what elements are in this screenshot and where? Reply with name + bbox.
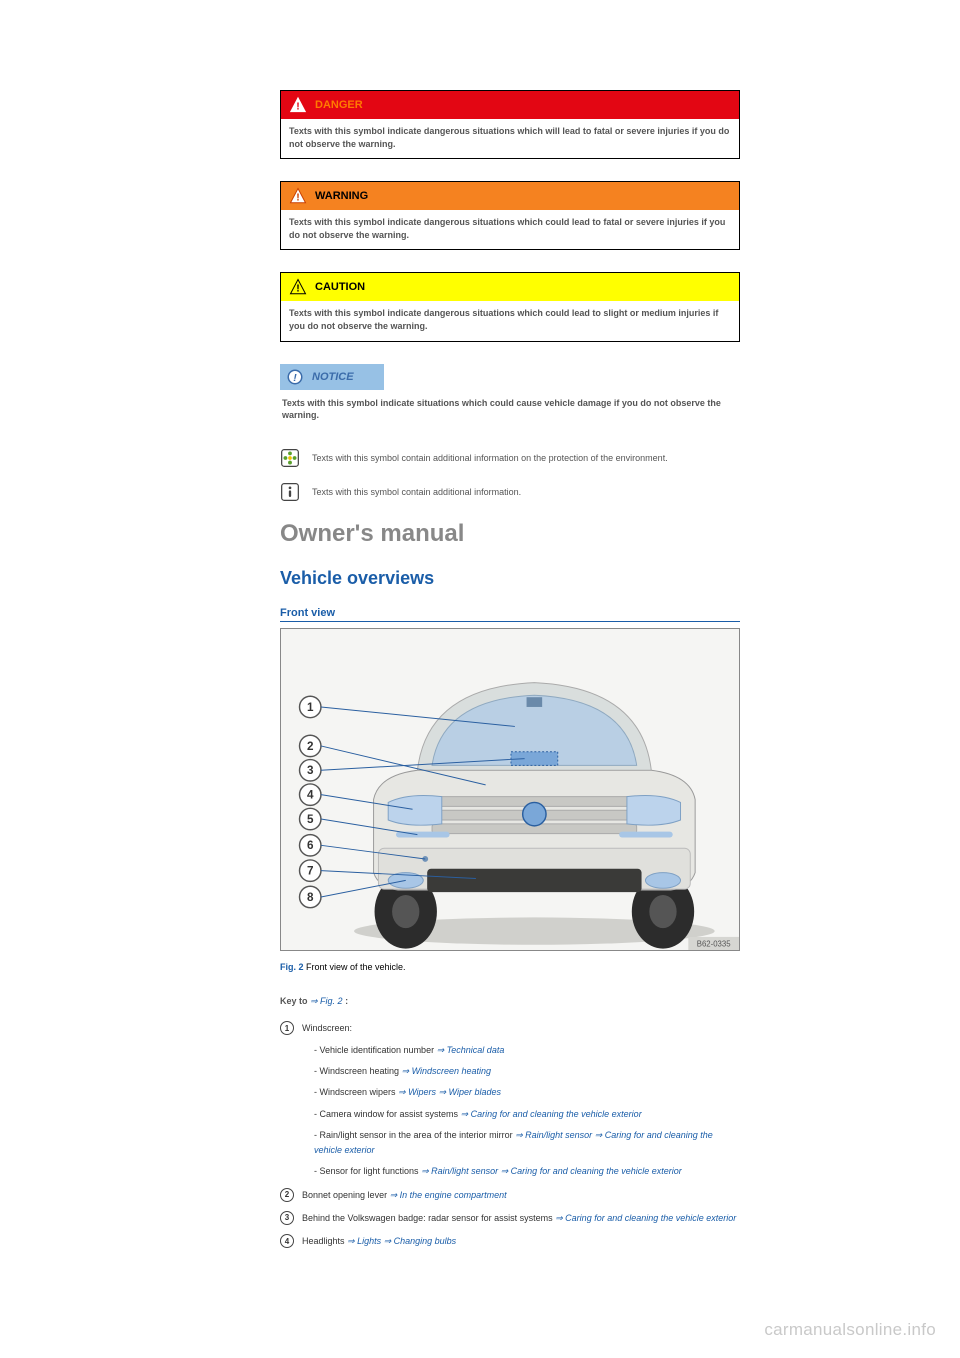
- key-number: 3: [280, 1211, 294, 1225]
- caution-header: ! CAUTION: [281, 273, 739, 301]
- figure-label: Fig. 2: [280, 962, 304, 972]
- key-item-1: 1 Windscreen: - Vehicle identification num…: [280, 1021, 740, 1179]
- additional-info-row: Texts with this symbol contain additiona…: [280, 482, 740, 502]
- caution-box: ! CAUTION Texts with this symbol indicat…: [280, 272, 740, 341]
- warning-title: WARNING: [315, 190, 368, 202]
- svg-text:!: !: [293, 371, 297, 383]
- key-lead-text: Behind the Volkswagen badge: radar senso…: [302, 1213, 555, 1223]
- key-body: Headlights ⇒ Lights ⇒ Changing bulbs: [302, 1234, 740, 1249]
- figure-caption: Fig. 2 Front view of the vehicle.: [280, 962, 740, 972]
- vehicle-overviews-heading: Vehicle overviews: [280, 568, 740, 589]
- key-sub-line: - Rain/light sensor in the area of the i…: [302, 1128, 740, 1159]
- warning-header: ! WARNING: [281, 182, 739, 210]
- notice-circle-icon: !: [286, 368, 304, 386]
- key-to-line: Key to ⇒ Fig. 2 :: [280, 996, 740, 1007]
- key-sub-line: - Sensor for light functions ⇒ Rain/ligh…: [302, 1164, 740, 1179]
- notice-box: ! NOTICE Texts with this symbol indicate…: [280, 364, 740, 430]
- svg-text:1: 1: [307, 701, 314, 714]
- key-sub-text: - Vehicle identification number: [314, 1045, 437, 1055]
- warning-box: ! WARNING Texts with this symbol indicat…: [280, 181, 740, 250]
- key-item-2: 2 Bonnet opening lever ⇒ In the engine co…: [280, 1188, 740, 1203]
- figure-caption-text: Front view of the vehicle.: [304, 962, 406, 972]
- svg-text:7: 7: [307, 864, 314, 877]
- warning-body: Texts with this symbol indicate dangerou…: [281, 210, 739, 249]
- key-lead-text: Headlights: [302, 1236, 347, 1246]
- svg-text:6: 6: [307, 839, 314, 852]
- cross-ref-link[interactable]: ⇒ Lights ⇒ Changing bulbs: [347, 1236, 456, 1246]
- key-body: Behind the Volkswagen badge: radar senso…: [302, 1211, 740, 1226]
- danger-title: DANGER: [315, 99, 363, 111]
- key-item-3: 3 Behind the Volkswagen badge: radar sens…: [280, 1211, 740, 1226]
- key-sub-text: - Windscreen wipers: [314, 1087, 398, 1097]
- cross-ref-link[interactable]: ⇒ Caring for and cleaning the vehicle ex…: [461, 1109, 642, 1119]
- danger-header: ! DANGER: [281, 91, 739, 119]
- key-sub-text: - Windscreen heating: [314, 1066, 402, 1076]
- environment-flower-icon: [280, 448, 300, 468]
- key-body: Windscreen: - Vehicle identification numb…: [302, 1021, 740, 1179]
- front-view-heading: Front view: [280, 607, 740, 622]
- key-item-4: 4 Headlights ⇒ Lights ⇒ Changing bulbs: [280, 1234, 740, 1249]
- figure-code: B62-0335: [697, 939, 731, 948]
- additional-info-text: Texts with this symbol contain additiona…: [312, 487, 521, 497]
- keyto-suffix: :: [343, 996, 349, 1006]
- svg-text:3: 3: [307, 764, 314, 777]
- info-icon: [280, 482, 300, 502]
- key-sub-text: - Rain/light sensor in the area of the i…: [314, 1130, 515, 1140]
- svg-text:8: 8: [307, 891, 314, 904]
- keyto-prefix: Key to: [280, 996, 310, 1006]
- svg-text:5: 5: [307, 813, 314, 826]
- key-number: 4: [280, 1234, 294, 1248]
- key-number: 1: [280, 1021, 294, 1035]
- key-list: 1 Windscreen: - Vehicle identification num…: [280, 1021, 740, 1249]
- watermark: carmanualsonline.info: [764, 1320, 936, 1340]
- cross-ref-link[interactable]: ⇒ Caring for and cleaning the vehicle ex…: [555, 1213, 736, 1223]
- key-body: Bonnet opening lever ⇒ In the engine com…: [302, 1188, 740, 1203]
- environment-info-text: Texts with this symbol contain additiona…: [312, 453, 668, 463]
- cross-ref-link[interactable]: ⇒ Wipers ⇒ Wiper blades: [398, 1087, 501, 1097]
- figure-2-image: B62-0335 1 2 3 4 5 6 7 8: [280, 628, 740, 952]
- cross-ref-link[interactable]: ⇒ In the engine compartment: [390, 1190, 507, 1200]
- caution-title: CAUTION: [315, 281, 365, 293]
- cross-ref-link[interactable]: ⇒ Windscreen heating: [402, 1066, 492, 1076]
- warning-triangle-icon: !: [289, 187, 307, 205]
- key-sub-text: - Camera window for assist systems: [314, 1109, 461, 1119]
- svg-text:!: !: [296, 192, 300, 204]
- cross-ref-link[interactable]: ⇒ Rain/light sensor ⇒ Caring for and cle…: [421, 1166, 682, 1176]
- key-sub-line: - Windscreen wipers ⇒ Wipers ⇒ Wiper bla…: [302, 1085, 740, 1100]
- cross-ref-link[interactable]: ⇒ Technical data: [437, 1045, 505, 1055]
- keyto-ref-link[interactable]: ⇒ Fig. 2: [310, 996, 343, 1006]
- svg-text:!: !: [296, 283, 300, 295]
- key-sub-line: - Windscreen heating ⇒ Windscreen heatin…: [302, 1064, 740, 1079]
- caution-body: Texts with this symbol indicate dangerou…: [281, 301, 739, 340]
- svg-text:!: !: [296, 101, 300, 113]
- key-sub-line: - Camera window for assist systems ⇒ Car…: [302, 1107, 740, 1122]
- notice-title: NOTICE: [312, 371, 354, 383]
- notice-header: ! NOTICE: [280, 364, 384, 390]
- key-sub-text: - Sensor for light functions: [314, 1166, 421, 1176]
- svg-text:4: 4: [307, 788, 314, 801]
- danger-triangle-icon: !: [289, 96, 307, 114]
- environment-info-row: Texts with this symbol contain additiona…: [280, 448, 740, 468]
- key-number: 2: [280, 1188, 294, 1202]
- danger-box: ! DANGER Texts with this symbol indicate…: [280, 90, 740, 159]
- key-lead-text: Windscreen:: [302, 1023, 352, 1033]
- caution-triangle-icon: !: [289, 278, 307, 296]
- danger-body: Texts with this symbol indicate dangerou…: [281, 119, 739, 158]
- svg-text:2: 2: [307, 740, 314, 753]
- key-lead-text: Bonnet opening lever: [302, 1190, 390, 1200]
- owners-manual-heading: Owner's manual: [280, 520, 740, 548]
- key-sub-line: - Vehicle identification number ⇒ Techni…: [302, 1043, 740, 1058]
- notice-body: Texts with this symbol indicate situatio…: [280, 391, 740, 430]
